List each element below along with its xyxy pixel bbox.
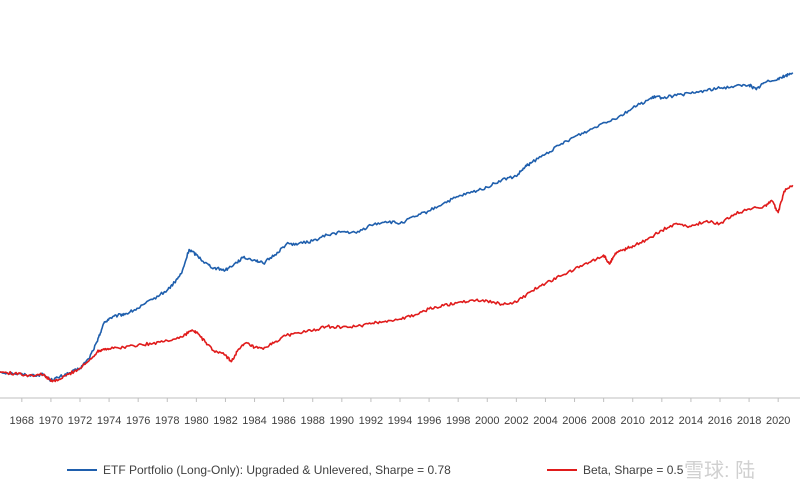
- x-tick-label: 1980: [184, 415, 208, 427]
- x-tick-label: 1970: [39, 415, 63, 427]
- series-line-1: [0, 72, 794, 382]
- x-tick-label: 1978: [155, 415, 179, 427]
- legend: ETF Portfolio (Long-Only): Upgraded & Un…: [67, 463, 684, 477]
- x-tick-label: 1974: [97, 415, 121, 427]
- x-tick-label: 2016: [708, 415, 732, 427]
- x-tick-label: 2008: [591, 415, 615, 427]
- x-tick-label: 1986: [271, 415, 295, 427]
- x-tick-label: 1998: [446, 415, 470, 427]
- x-tick-label: 1996: [417, 415, 441, 427]
- legend-label-2: Beta, Sharpe = 0.5: [583, 463, 684, 477]
- series-layer: [0, 72, 794, 383]
- x-tick-label: 1994: [388, 415, 412, 427]
- x-tick-label: 2010: [620, 415, 644, 427]
- x-tick-label: 1988: [300, 415, 324, 427]
- series-line-2: [0, 184, 794, 383]
- x-tick-label: 1968: [10, 415, 34, 427]
- x-tick-label: 1990: [330, 415, 354, 427]
- x-tick-label: 1976: [126, 415, 150, 427]
- x-tick-label: 1992: [359, 415, 383, 427]
- x-tick-label: 1982: [213, 415, 237, 427]
- x-tick-label: 2018: [737, 415, 761, 427]
- x-tick-label: 2002: [504, 415, 528, 427]
- x-tick-label: 2000: [475, 415, 499, 427]
- x-tick-layer: 1968 1970 1972 1974 1976 1978 1980 1982 1984 1986…: [10, 398, 790, 427]
- watermark: 雪球: 陆: [684, 459, 755, 482]
- x-tick-label: 1972: [68, 415, 92, 427]
- x-tick-label: 2012: [650, 415, 674, 427]
- x-tick-label: 1984: [242, 415, 266, 427]
- x-tick-label: 2006: [562, 415, 586, 427]
- x-tick-label: 2004: [533, 415, 557, 427]
- x-tick-label: 2020: [766, 415, 790, 427]
- legend-label-1: ETF Portfolio (Long-Only): Upgraded & Un…: [103, 463, 451, 477]
- x-tick-label: 2014: [679, 415, 703, 427]
